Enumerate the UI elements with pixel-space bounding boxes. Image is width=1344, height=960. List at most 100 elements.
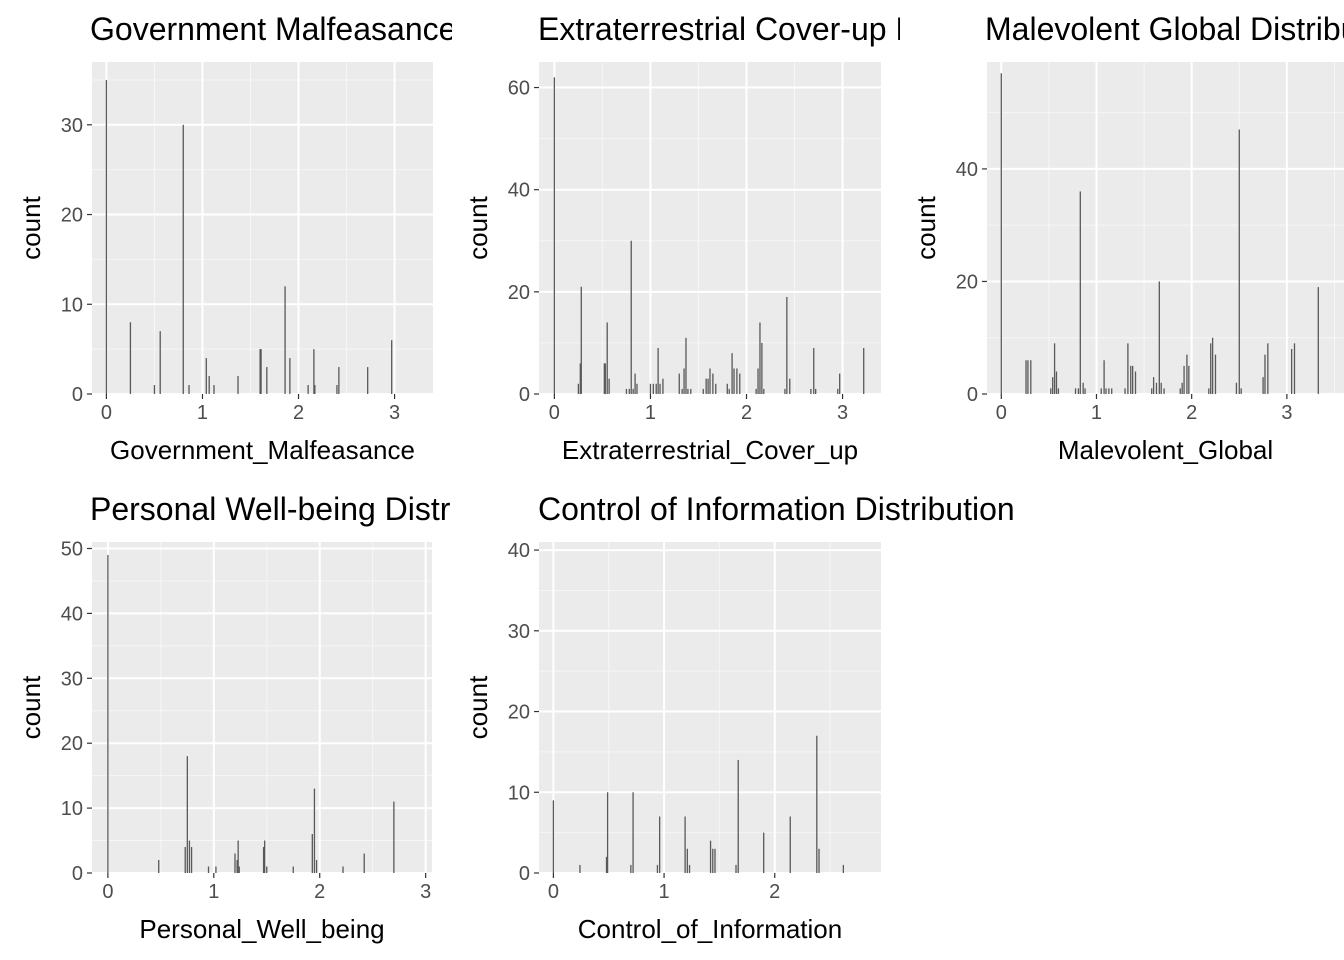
- histogram-bar: [761, 342, 763, 394]
- histogram-bar: [237, 840, 239, 873]
- histogram-bar: [687, 388, 689, 394]
- histogram-bar: [658, 816, 661, 873]
- histogram-bar: [605, 856, 608, 873]
- y-tick-label: 20: [956, 271, 978, 293]
- y-tick-label: 10: [508, 782, 530, 804]
- histogram-bar: [705, 378, 707, 394]
- histogram-bar: [737, 759, 739, 873]
- histogram-bar: [553, 77, 556, 395]
- y-tick-label: 20: [508, 702, 530, 724]
- histogram-bar: [263, 840, 266, 873]
- x-tick-label: 3: [837, 402, 848, 424]
- histogram-bar: [1082, 382, 1084, 394]
- panel-background: [92, 62, 433, 394]
- y-tick-label: 40: [61, 603, 83, 625]
- y-tick-label: 50: [61, 538, 83, 560]
- chart-panel-5: 0 1 2010203040Control_of_InformationcountC…: [463, 491, 1015, 944]
- x-tick-label: 2: [293, 402, 304, 424]
- plot-title: Control of Information Distribution: [538, 491, 1015, 527]
- histogram-bar: [1057, 388, 1060, 394]
- histogram-bar: [188, 840, 191, 873]
- histogram-bar: [213, 385, 215, 394]
- histogram-bar: [786, 296, 788, 394]
- panel-background: [92, 542, 432, 873]
- y-tick-label: 0: [72, 863, 83, 885]
- histogram-bar: [289, 358, 291, 394]
- histogram-bar: [842, 864, 845, 873]
- histogram-bar: [632, 388, 634, 394]
- histogram-bar: [739, 373, 741, 394]
- y-tick-label: 0: [72, 384, 83, 406]
- histogram-bar: [313, 349, 315, 394]
- histogram-bar: [1050, 388, 1052, 394]
- histogram-bar: [1108, 388, 1110, 394]
- histogram-bar: [105, 79, 108, 394]
- x-axis-title: Government_Malfeasance: [110, 435, 415, 465]
- x-axis-title: Extraterrestrial_Cover_up: [562, 435, 858, 465]
- histogram-bar: [238, 866, 240, 873]
- histogram-bar: [1238, 129, 1240, 394]
- y-axis-title: count: [463, 675, 493, 739]
- histogram-bar: [681, 388, 683, 394]
- histogram-bar: [604, 363, 606, 394]
- histogram-bar: [1103, 360, 1105, 394]
- histogram-bar: [1053, 343, 1056, 394]
- histogram-bar: [839, 373, 841, 394]
- histogram-bar: [685, 337, 687, 394]
- histogram-bar: [709, 368, 711, 394]
- y-tick-label: 20: [61, 733, 83, 755]
- histogram-bar: [208, 376, 210, 394]
- histogram-bar: [188, 385, 190, 394]
- x-axis-title: Control_of_Information: [578, 914, 842, 944]
- histogram-bar: [577, 383, 580, 394]
- histogram-bar: [1293, 343, 1296, 394]
- histogram-bar: [1127, 343, 1129, 394]
- histogram-bar: [1188, 365, 1190, 394]
- histogram-bar: [712, 373, 714, 394]
- histogram-bar: [1235, 382, 1238, 394]
- plot-title: Government Malfeasance Distribution: [90, 11, 625, 47]
- histogram-bar: [813, 348, 815, 394]
- histogram-bar: [153, 385, 156, 394]
- histogram-bar: [763, 832, 765, 873]
- x-tick-label: 1: [197, 402, 208, 424]
- chart-panel-4: 0 1 2 301020304050Personal_Well_beingcountP…: [16, 491, 452, 944]
- histogram-bar: [630, 240, 632, 394]
- histogram-bar: [649, 383, 652, 394]
- histogram-bar: [313, 788, 316, 873]
- histogram-bar: [391, 340, 393, 394]
- histogram-bar: [728, 388, 730, 394]
- histogram-bar: [630, 864, 632, 873]
- histogram-bar: [1208, 388, 1210, 394]
- histogram-bar: [579, 363, 581, 394]
- histogram-bar: [628, 388, 630, 394]
- histogram-bar: [292, 866, 294, 873]
- x-tick-label: 2: [1186, 402, 1197, 424]
- y-tick-label: 0: [519, 384, 530, 406]
- histogram-bar: [1074, 388, 1077, 394]
- histogram-bar: [603, 363, 605, 394]
- histogram-bar: [1211, 337, 1214, 394]
- histogram-bar: [1262, 377, 1264, 394]
- histogram-bar: [1100, 388, 1102, 394]
- y-tick-label: 30: [61, 668, 83, 690]
- histogram-bar: [1084, 388, 1086, 394]
- y-tick-label: 40: [508, 180, 530, 202]
- histogram-bar: [237, 376, 239, 394]
- histogram-bar: [311, 834, 313, 873]
- histogram-bar: [726, 383, 728, 394]
- panel-background: [539, 62, 881, 394]
- histogram-bar: [634, 373, 636, 394]
- x-tick-label: 1: [645, 402, 656, 424]
- histogram-bar: [690, 388, 692, 394]
- histogram-bar: [1214, 354, 1217, 394]
- y-tick-label: 20: [508, 282, 530, 304]
- histogram-bar: [606, 792, 609, 873]
- y-tick-label: 10: [61, 294, 83, 316]
- histogram-bar: [735, 864, 737, 873]
- histogram-bar: [236, 860, 238, 873]
- histogram-bar: [129, 322, 132, 394]
- y-tick-label: 20: [61, 205, 83, 227]
- histogram-bar: [606, 322, 608, 394]
